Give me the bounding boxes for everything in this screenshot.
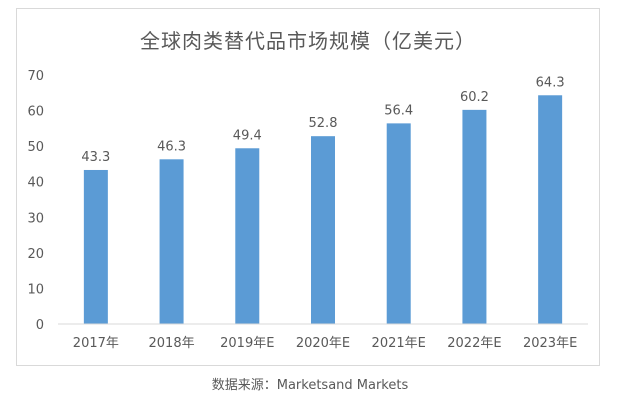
data-label: 46.3 (157, 139, 186, 154)
data-label: 43.3 (81, 150, 110, 165)
x-tick-label: 2022年E (447, 336, 501, 351)
bar (538, 95, 563, 324)
bar (159, 159, 184, 324)
x-tick-label: 2019年E (220, 336, 274, 351)
x-tick-label: 2021年E (372, 336, 426, 351)
y-tick-label: 50 (27, 140, 44, 155)
y-tick-label: 0 (36, 318, 44, 333)
bar (311, 136, 335, 324)
x-tick-label: 2023年E (523, 336, 577, 351)
bar (235, 148, 260, 324)
bar (462, 109, 487, 324)
y-tick-label: 70 (27, 69, 44, 84)
data-label: 49.4 (233, 128, 262, 143)
chart-frame: 全球肉类替代品市场规模（亿美元） (16, 8, 600, 366)
y-tick-label: 30 (27, 211, 44, 226)
x-tick-label: 2018年 (149, 336, 195, 351)
data-label: 64.3 (536, 75, 565, 90)
y-tick-label: 40 (27, 176, 44, 191)
y-tick-label: 20 (27, 247, 44, 262)
data-label: 56.4 (384, 103, 413, 118)
chart-title: 全球肉类替代品市场规模（亿美元） (140, 29, 476, 53)
data-label: 52.8 (309, 116, 338, 131)
data-label: 60.2 (460, 90, 489, 105)
bar (386, 123, 411, 325)
y-tick-label: 10 (27, 282, 44, 297)
y-tick-label: 60 (27, 105, 44, 120)
x-tick-label: 2017年 (73, 336, 119, 351)
x-tick-label: 2020年E (296, 336, 350, 351)
bar (83, 169, 108, 324)
source-note: 数据来源：Marketsand Markets (211, 378, 409, 393)
